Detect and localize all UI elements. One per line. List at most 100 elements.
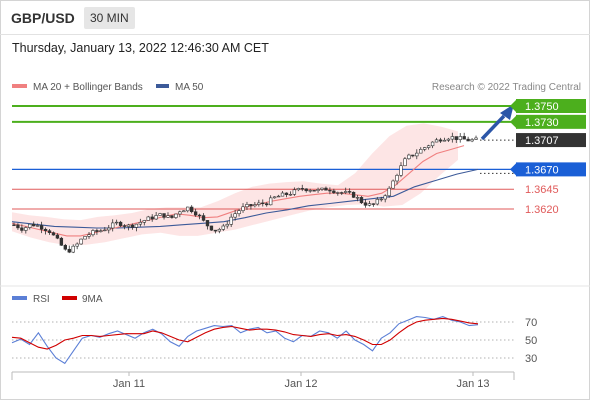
candle-body (182, 210, 186, 213)
current-price-label: 1.3707 (525, 135, 559, 147)
candle-body (91, 230, 95, 236)
candle-body (324, 187, 328, 191)
candle-body (292, 189, 297, 195)
x-tick-label: Jan 11 (113, 378, 145, 390)
candle-body (284, 192, 289, 195)
candle-body (162, 213, 166, 218)
candle-body (411, 154, 415, 157)
candle-body (272, 196, 277, 199)
ma50-line (11, 168, 479, 229)
support-label-box (516, 162, 586, 177)
resistance-label-box (516, 114, 586, 129)
candle-body (166, 215, 170, 218)
current-price-label-group: 1.3707 (516, 133, 586, 148)
rsi-tick-label: 30 (525, 353, 537, 365)
rsi-plot: 70 50 30 (11, 316, 537, 365)
candle-body (288, 194, 293, 196)
candle-body (134, 223, 139, 228)
candle-body (186, 206, 190, 212)
candle-body (347, 191, 352, 193)
x-axis: Jan 11 Jan 12 Jan 13 (11, 371, 515, 390)
candle-body (454, 136, 458, 140)
candle-body (466, 138, 470, 142)
resistance-label-group: 1.3730 (510, 114, 586, 129)
candle-body (170, 215, 174, 218)
x-tick-label: Jan 12 (284, 378, 317, 390)
resistance-label-pointer (510, 114, 517, 129)
candle-body (122, 225, 127, 227)
candle-body (391, 180, 395, 189)
timeframe-button[interactable]: 30 MIN (84, 7, 135, 29)
candle-body (379, 198, 383, 201)
bollinger-band-area (12, 123, 458, 246)
rsi-tick-label: 70 (525, 317, 537, 329)
candle-body (43, 228, 48, 232)
chart-header: GBP/USD 30 MIN (0, 0, 590, 35)
candle-body (407, 154, 411, 160)
candle-body (462, 136, 466, 140)
resistance-label: 1.3750 (525, 101, 559, 113)
candle-body (190, 206, 194, 213)
chart-timestamp: Thursday, January 13, 2022 12:46:30 AM C… (12, 41, 269, 55)
support-label-group: 1.3670 (510, 162, 586, 177)
candle-body (280, 192, 285, 197)
bb-legend-label: MA 20 + Bollinger Bands (33, 82, 143, 93)
candle-body (12, 224, 16, 226)
candle-body (332, 190, 336, 194)
candle-body (24, 227, 28, 231)
candle-body (438, 139, 443, 142)
candle-body (340, 192, 344, 194)
candle-body (55, 234, 60, 239)
candle-body (423, 147, 427, 150)
candle-body (201, 215, 206, 221)
candle-body (344, 191, 348, 193)
candle-body (193, 211, 198, 216)
candle-body (35, 225, 40, 227)
ma50-legend-label: MA 50 (175, 82, 204, 93)
candle-body (233, 213, 237, 218)
currency-pair: GBP/USD (11, 10, 75, 26)
candle-body (320, 187, 324, 190)
candle-body (111, 222, 115, 229)
candle-body (419, 149, 423, 154)
candle-body (399, 165, 403, 176)
candle-body (107, 227, 111, 231)
support-label-pointer (510, 162, 517, 177)
candle-body (300, 188, 304, 190)
candle-body (355, 197, 360, 199)
candle-body (83, 236, 87, 240)
candle-body (249, 204, 253, 207)
x-tick-label: Jan 13 (456, 378, 489, 390)
candle-body (276, 195, 281, 198)
candle-body (316, 189, 320, 191)
candle-body (59, 237, 64, 246)
main-plot: 1.3750 1.3730 1.3707 1.3670 1.3645 1.3620 (11, 99, 586, 254)
candle-body (442, 139, 447, 142)
candle-body (268, 197, 273, 206)
candle-body (383, 195, 387, 200)
candle-body (308, 190, 312, 192)
candle-body (217, 229, 222, 232)
candle-body (51, 232, 56, 236)
resistance-label: 1.3730 (525, 117, 559, 129)
candle-body (253, 204, 257, 207)
candle-body (178, 211, 182, 215)
candle-body (87, 234, 91, 237)
candle-body (257, 202, 261, 205)
price-level-label: 1.3645 (525, 184, 559, 196)
candle-body (245, 204, 249, 208)
resistance-label-group: 1.3750 (510, 99, 586, 113)
candle-body (158, 213, 162, 216)
candle-body (99, 230, 103, 232)
candle-body (387, 187, 391, 197)
candle-body (312, 190, 316, 192)
candle-body (458, 136, 462, 140)
candle-body (336, 192, 340, 194)
candle-body (32, 223, 36, 227)
candle-body (426, 145, 431, 148)
candle-body (221, 225, 225, 230)
candle-body (63, 245, 67, 250)
candle-body (430, 141, 435, 147)
candle-body (47, 230, 52, 233)
